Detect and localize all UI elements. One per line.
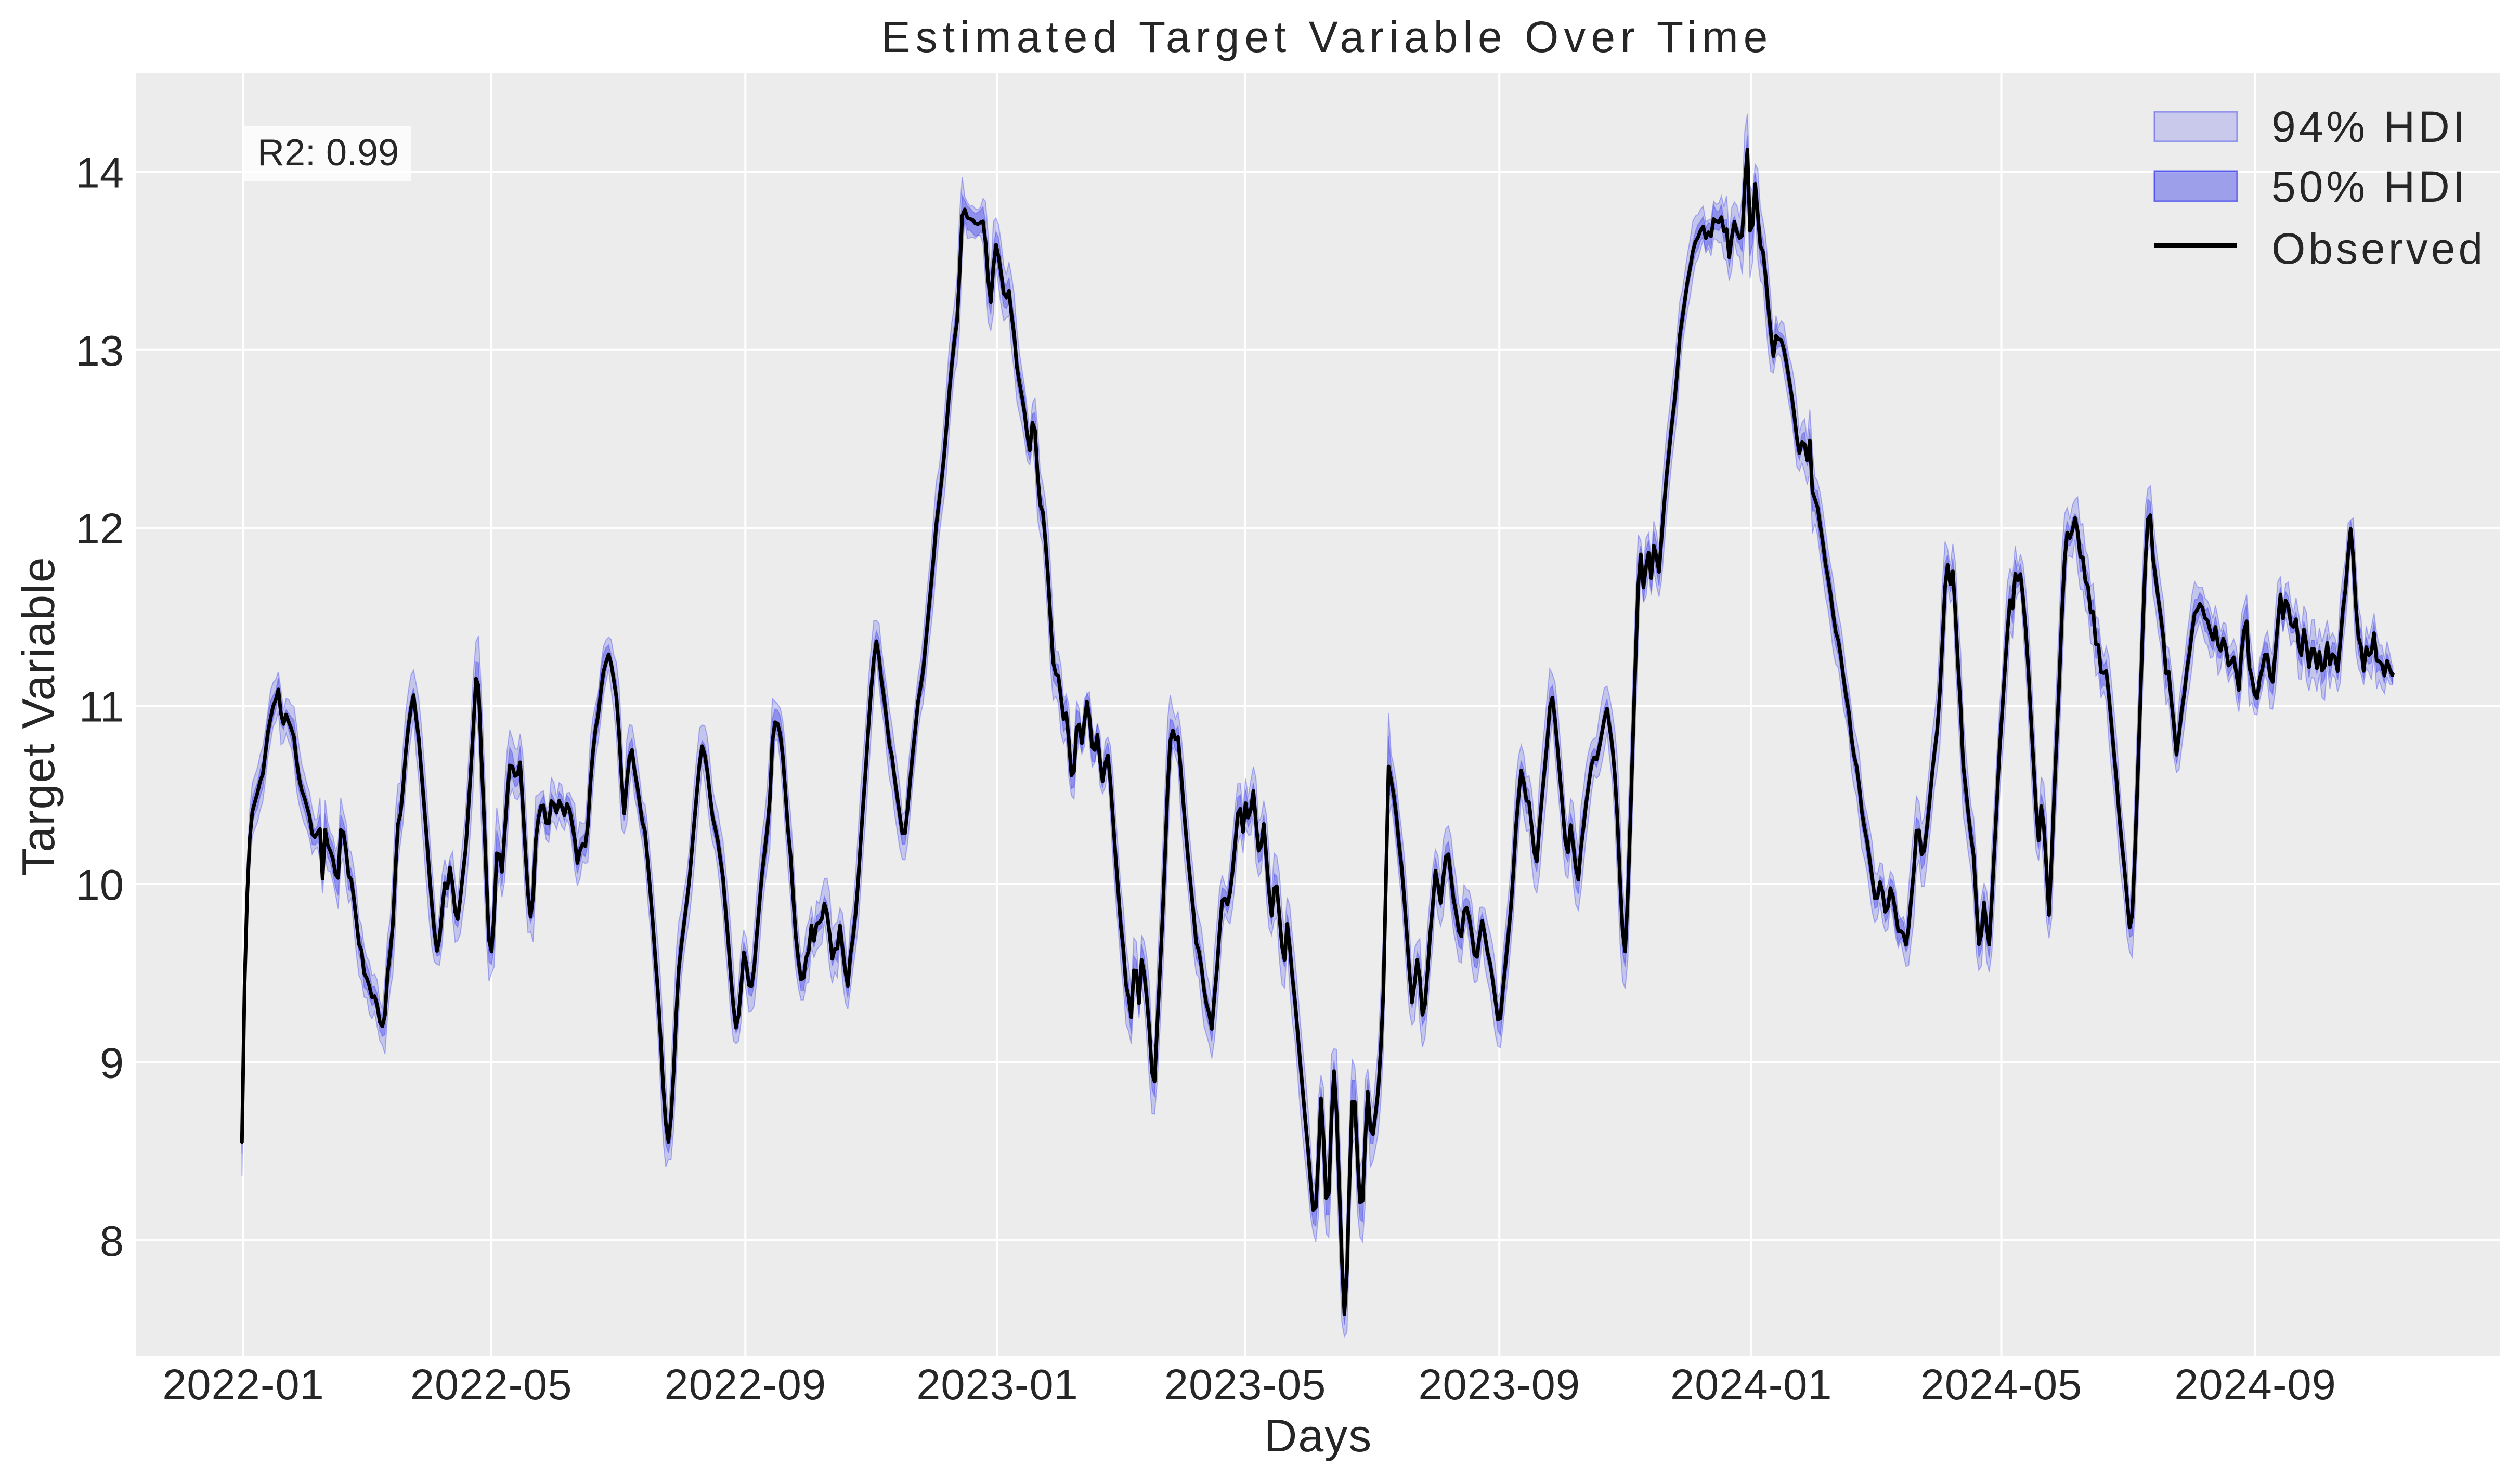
svg-text:2023-09: 2023-09 bbox=[1418, 1360, 1580, 1409]
svg-text:2022-09: 2022-09 bbox=[664, 1360, 826, 1409]
svg-text:13: 13 bbox=[76, 327, 124, 375]
svg-text:2023-01: 2023-01 bbox=[916, 1360, 1079, 1409]
svg-text:8: 8 bbox=[100, 1217, 124, 1265]
svg-text:2024-01: 2024-01 bbox=[1670, 1360, 1833, 1409]
svg-text:10: 10 bbox=[76, 861, 124, 909]
svg-text:94% HDI: 94% HDI bbox=[2271, 102, 2468, 151]
svg-text:14: 14 bbox=[76, 148, 124, 197]
svg-text:50% HDI: 50% HDI bbox=[2271, 162, 2468, 211]
svg-text:Observed: Observed bbox=[2271, 224, 2486, 273]
svg-text:11: 11 bbox=[79, 683, 124, 731]
svg-text:Target Variable: Target Variable bbox=[12, 556, 64, 876]
svg-text:9: 9 bbox=[100, 1038, 124, 1087]
svg-text:2024-05: 2024-05 bbox=[1920, 1360, 2083, 1409]
svg-text:Estimated Target Variable Over: Estimated Target Variable Over Time bbox=[881, 12, 1773, 61]
svg-text:2023-05: 2023-05 bbox=[1164, 1360, 1327, 1409]
svg-text:2022-01: 2022-01 bbox=[162, 1360, 324, 1409]
svg-text:12: 12 bbox=[76, 504, 124, 553]
svg-text:2022-05: 2022-05 bbox=[410, 1360, 573, 1409]
svg-text:Days: Days bbox=[1264, 1410, 1373, 1461]
svg-text:R2: 0.99: R2: 0.99 bbox=[257, 132, 399, 174]
svg-text:2024-09: 2024-09 bbox=[2174, 1360, 2336, 1409]
